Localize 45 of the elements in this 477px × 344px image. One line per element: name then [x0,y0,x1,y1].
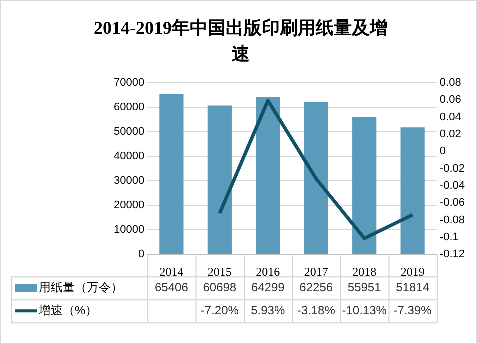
y-tick-label: 20000 [114,200,145,212]
bar [352,117,377,254]
y-tick-label: 50000 [114,126,145,138]
y2-tick-label: 0.06 [440,94,462,106]
y2-tick-label: 0.08 [440,77,462,90]
legend-label: 增速（%） [38,303,98,318]
y2-tick-label: 0 [440,146,446,158]
y2-tick-label: -0.08 [440,214,466,226]
y2-tick-label: -0.06 [440,197,466,210]
y2-tick-label: -0.12 [440,248,466,261]
x-tick-label: 2015 [208,264,232,279]
data-label: -3.18% [297,303,336,318]
bar [304,102,328,254]
data-label: -7.39% [394,303,432,318]
data-label: 64299 [251,280,286,294]
y-tick-label: 40000 [114,150,145,163]
y-tick-label: 30000 [114,175,145,188]
y2-tick-label: 0.04 [440,111,462,124]
data-label: 55951 [348,280,382,294]
data-label: 65406 [155,280,189,294]
data-label: 5.93% [251,303,286,318]
y2-tick-label: -0.1 [440,231,459,244]
data-label: 51814 [396,280,430,294]
bar [160,94,184,254]
bar [400,128,425,254]
y-tick-label: 60000 [114,102,145,114]
bar [208,106,232,254]
legend-label: 用纸量（万令） [39,280,123,294]
y2-tick-label: -0.04 [440,180,466,192]
data-label: -10.13% [342,303,388,318]
x-tick-label: 2016 [256,264,280,279]
y-tick-label: 0 [138,248,145,261]
x-tick-label: 2014 [160,264,184,279]
y2-tick-label: -0.02 [440,162,466,175]
y2-tick-label: 0.02 [440,128,462,141]
x-tick-label: 2018 [352,264,377,279]
data-label: 60698 [203,280,237,294]
chart-title: 2014-2019年中国出版印刷用纸量及增速 [93,17,389,66]
y-tick-label: 10000 [114,224,145,236]
x-tick-label: 2019 [400,264,425,279]
data-label: -7.20% [200,303,240,318]
bar [256,96,280,254]
data-label: 62256 [300,280,334,294]
y-tick-label: 70000 [114,77,145,90]
x-tick-label: 2017 [304,264,328,279]
